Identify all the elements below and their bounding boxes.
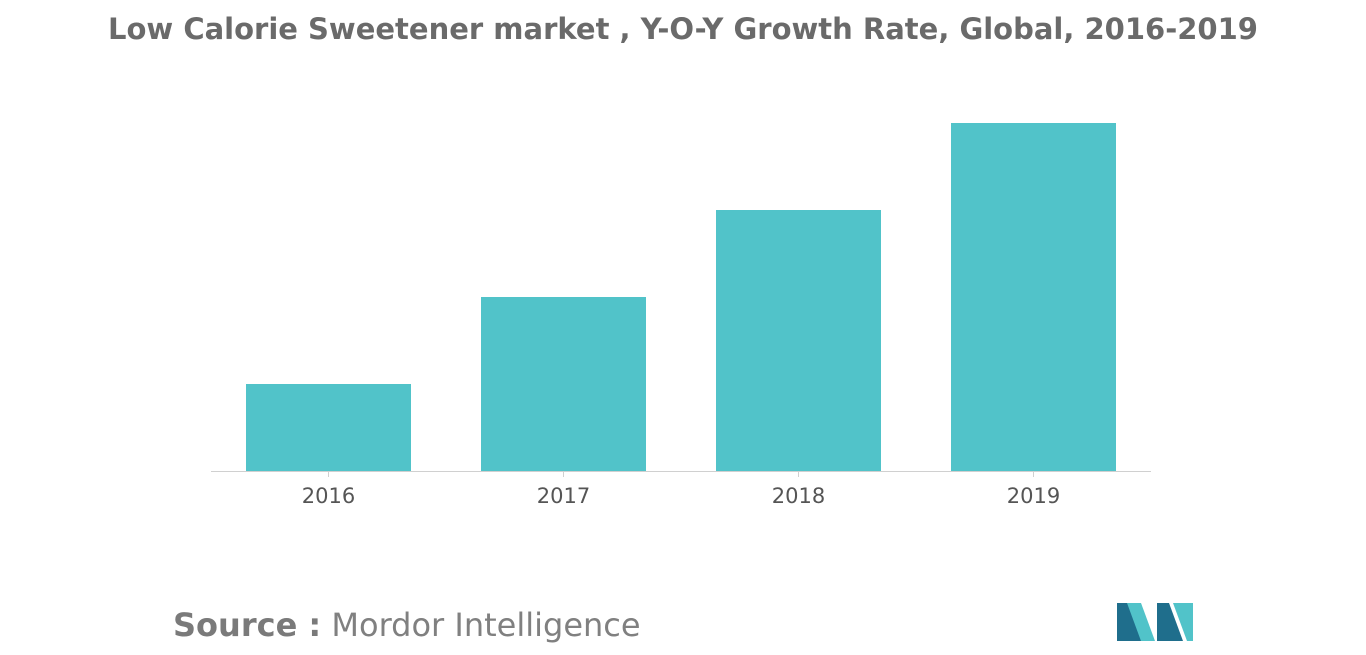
bar-2018 — [716, 210, 881, 471]
logo-shape-right-b — [1173, 603, 1193, 641]
source-label: Source : — [173, 606, 322, 644]
bar-2016 — [246, 384, 411, 471]
source-caption: Source : Mordor Intelligence — [173, 606, 641, 644]
logo-shape-mid — [1127, 603, 1155, 641]
logo-shape-right-a — [1157, 603, 1183, 641]
mordor-intelligence-logo-icon — [1117, 603, 1193, 641]
chart-title: Low Calorie Sweetener market , Y-O-Y Gro… — [108, 12, 1258, 46]
x-tick-label-2017: 2017 — [537, 484, 590, 508]
x-axis-ticks — [328, 471, 1034, 477]
bars-group — [246, 123, 1116, 471]
x-tick-label-2019: 2019 — [1007, 484, 1060, 508]
source-name: Mordor Intelligence — [331, 606, 641, 644]
bar-2019 — [951, 123, 1116, 471]
x-tick-label-2016: 2016 — [302, 484, 355, 508]
x-tick-label-2018: 2018 — [772, 484, 825, 508]
bar-2017 — [481, 297, 646, 471]
x-axis-tick-labels: 2016 2017 2018 2019 — [302, 484, 1060, 508]
